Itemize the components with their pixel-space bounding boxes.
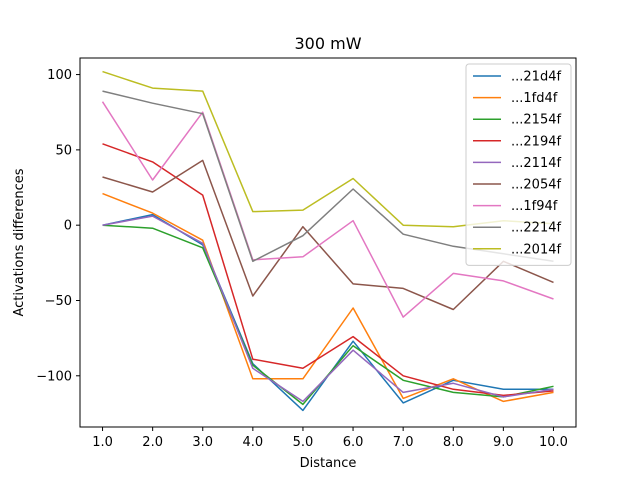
x-tick-label: 9.0 — [493, 435, 514, 450]
legend-label: ...1fd4f — [511, 91, 558, 106]
series-line-7 — [101, 101, 554, 318]
legend-label: ...1f94f — [511, 199, 558, 214]
x-tick-label: 7.0 — [393, 435, 414, 450]
y-axis-label: Activations differences — [12, 168, 27, 316]
legend-label: ...21d4f — [511, 70, 561, 85]
y-tick-label: −100 — [36, 369, 72, 384]
legend-label: ...2214f — [511, 221, 561, 236]
x-tick-label: 10.0 — [539, 435, 568, 450]
y-tick-label: 50 — [55, 143, 72, 158]
series-line-4 — [102, 143, 554, 397]
x-tick-label: 1.0 — [92, 435, 113, 450]
legend-label: ...2114f — [511, 156, 561, 171]
y-tick-label: 0 — [64, 219, 72, 234]
series-line-6 — [102, 159, 554, 311]
x-tick-label: 2.0 — [142, 435, 163, 450]
y-axis: 100 50 0 −50 −100 — [36, 68, 80, 384]
plot-frame — [79, 57, 577, 428]
x-axis-label: Distance — [300, 456, 357, 471]
legend-label: ...2194f — [511, 134, 561, 149]
legend: ...21d4f ...1fd4f ...2154f ...2194f ...2114f… — [465, 63, 572, 266]
x-tick-label: 3.0 — [192, 435, 213, 450]
chart-title: 300 mW — [294, 34, 361, 53]
series-layer — [101, 70, 554, 412]
legend-label: ...2014f — [511, 242, 561, 257]
legend-label: ...2154f — [511, 113, 561, 128]
x-tick-label: 4.0 — [243, 435, 264, 450]
y-tick-label: 100 — [47, 68, 72, 83]
x-tick-label: 6.0 — [343, 435, 364, 450]
x-tick-label: 8.0 — [443, 435, 464, 450]
series-line-5 — [102, 215, 554, 403]
legend-label: ...2054f — [511, 178, 561, 193]
x-axis: 1.0 2.0 3.0 4.0 5.0 6.0 7.0 8.0 9.0 10.0 — [92, 427, 568, 450]
x-tick-label: 5.0 — [293, 435, 314, 450]
legend-box — [465, 63, 572, 266]
y-tick-label: −50 — [45, 294, 72, 309]
